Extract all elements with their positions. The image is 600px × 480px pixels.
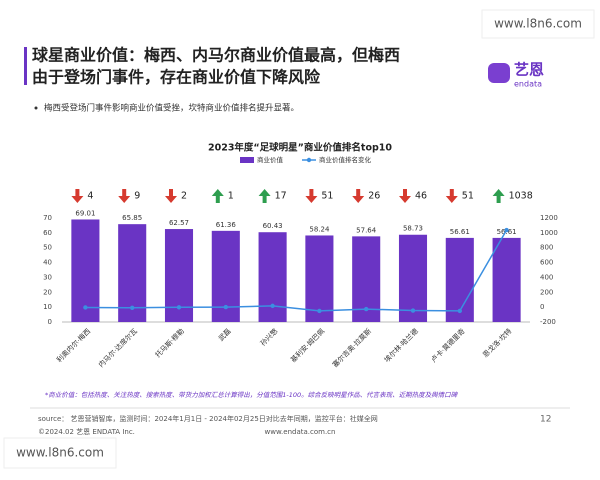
bar [492,237,521,322]
line-point [270,303,275,309]
y2-tick-label: -200 [540,318,556,326]
bar-value-label: 57.64 [356,226,377,234]
bar-value-label: 58.73 [403,225,423,233]
line-point [130,305,135,311]
y2-tick-label: 600 [540,259,553,267]
line-point [223,304,228,310]
rank-arrow [118,189,131,203]
logo: 艺恩 [514,61,544,79]
bar-value-label: 56.61 [450,228,470,236]
rank-change-label: 17 [275,191,287,202]
rank-arrow [165,189,177,203]
line-point [176,305,182,310]
watermark: www.l8n6.com [16,446,104,460]
bar-value-label: 69.01 [75,209,95,217]
bar [258,232,287,322]
rank-change-label: 1038 [509,191,533,202]
chart-title: 2023年度“足球明星”商业价值排名top10 [208,142,392,154]
rank-change-label: 9 [134,191,140,202]
rank-arrow [352,189,365,203]
y2-tick-label: 0 [540,303,544,311]
rank-change-label: 51 [321,191,333,202]
y2-tick-label: 800 [540,244,553,252]
watermark-box [3,437,117,469]
y-tick-label: 50 [43,244,52,252]
bar-value-label: 60.43 [263,222,283,230]
line-point [457,308,462,314]
bar [305,235,334,322]
rank-arrow [305,189,318,203]
bar-value-label: 58.24 [309,225,330,233]
y2-tick-label: 1200 [540,214,558,222]
y-tick-label: 60 [43,229,52,237]
rank-arrow [445,189,458,203]
rank-change-label: 2 [181,191,187,202]
rank-arrow [71,189,84,203]
rank-change-label: 4 [87,191,93,202]
website: www.endata.com.cn [265,428,336,436]
title: 由于登场门事件，存在商业价值下降风险 [32,68,321,87]
logo-sub: endata [514,80,542,89]
rank-arrow [492,189,505,203]
watermark: www.l8n6.com [494,17,582,31]
y-tick-label: 70 [43,214,52,222]
legend-swatch [306,157,312,163]
bar-value-label: 61.36 [216,221,237,229]
rank-change-label: 26 [368,191,380,202]
bar [445,237,474,322]
rank-arrow [399,189,411,203]
y-tick-label: 30 [43,273,52,281]
y-tick-label: 10 [43,303,52,311]
y2-tick-label: 1000 [540,229,558,237]
bar [398,234,428,322]
rank-change-label: 46 [415,191,427,202]
rank-arrow [211,189,224,203]
line-point [410,308,416,313]
line-point [83,305,88,310]
y-tick-label: 40 [43,259,52,267]
y-tick-label: 20 [43,288,52,296]
logo-icon [488,63,510,83]
rank-change-label: 51 [462,191,474,202]
source: source： 艺恩营销智库，监测时间：2024年1月1日 - 2024年02月… [38,414,378,423]
page-number: 12 [540,415,551,425]
bar-value-label: 62.57 [169,219,189,227]
line-point [317,308,322,314]
bullet: 梅西受登场门事件影响商业价值受挫，坎特商业价值排名提升显著。 [44,103,299,114]
title-bar [24,47,27,85]
legend-swatch [240,157,254,163]
rank-arrow [258,189,271,203]
title: 球星商业价值：梅西、内马尔商业价值最高，但梅西 [32,46,400,65]
y2-tick-label: 400 [540,273,553,281]
watermark-box [481,9,595,39]
line-point [504,227,509,233]
legend-label: 商业价值排名变化 [319,155,372,164]
bullet-dot [34,106,38,110]
line [85,229,508,312]
copyright: ©2024.02 艺恩 ENDATA Inc. [38,428,135,436]
y2-tick-label: 200 [540,288,553,296]
footnote: *商业价值：包括热度、关注热度、搜索热度、带货力加权汇总计算得出，分值范围1-1… [45,391,459,399]
y-tick-label: 0 [48,318,52,326]
bar-value-label: 65.85 [122,214,142,222]
bar [71,219,100,322]
rank-change-label: 1 [228,191,234,202]
line-point [364,306,369,312]
legend-label: 商业价值 [257,155,284,164]
